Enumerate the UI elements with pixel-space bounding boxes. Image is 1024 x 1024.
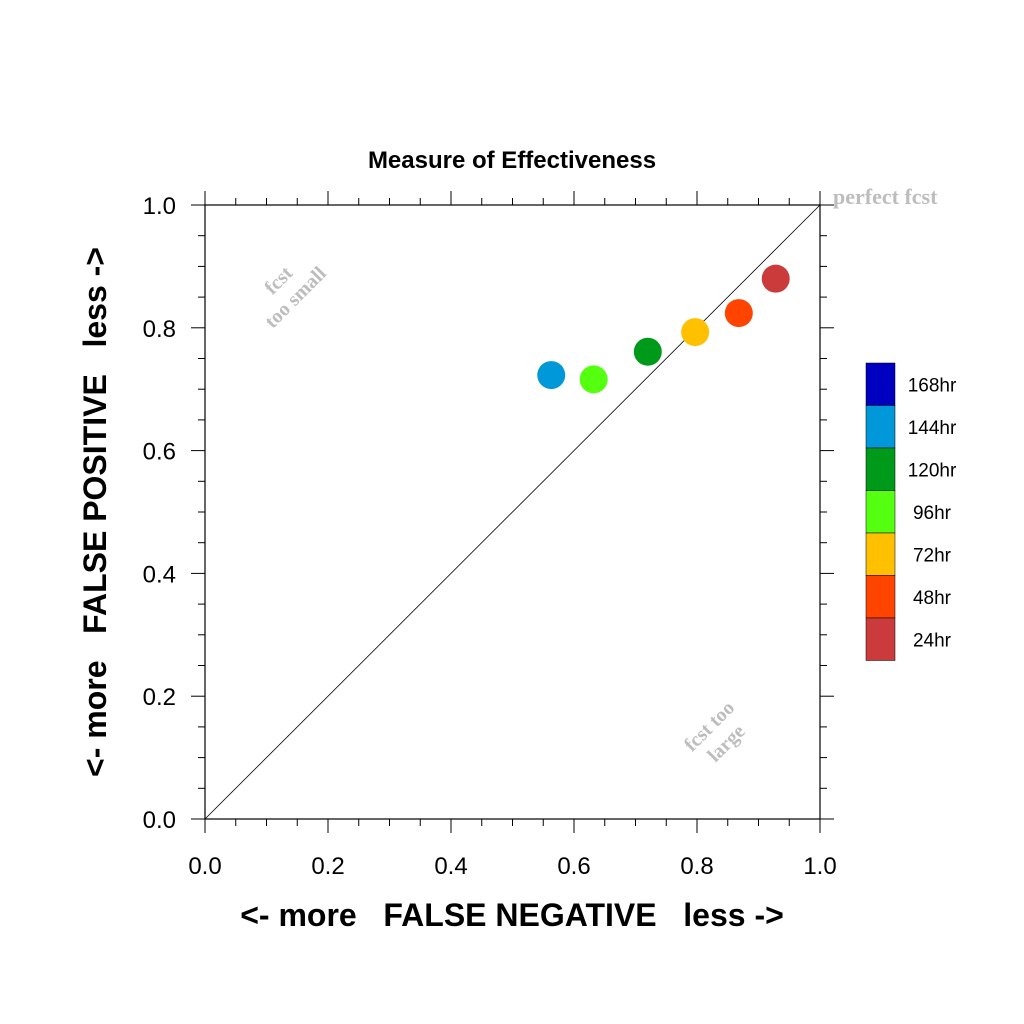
x-axis-label: <- more FALSE NEGATIVE less -> <box>240 897 784 933</box>
data-points <box>537 264 790 394</box>
legend-label-120hr: 120hr <box>908 460 957 481</box>
plot-frame <box>204 204 821 820</box>
y-tick-label: 1.0 <box>143 193 176 220</box>
point-72hr <box>681 318 710 347</box>
legend-label-72hr: 72hr <box>913 545 952 566</box>
x-tick-label: 0.8 <box>680 853 713 880</box>
legend-label-96hr: 96hr <box>913 503 952 524</box>
legend-swatch-24hr <box>865 617 896 661</box>
legend-swatch-144hr <box>865 405 896 449</box>
x-tick-label: 1.0 <box>803 853 836 880</box>
x-tick-label: 0.0 <box>188 853 221 880</box>
point-120hr <box>633 337 662 366</box>
point-144hr <box>537 361 566 390</box>
legend-swatch-48hr <box>865 575 896 619</box>
legend-swatch-96hr <box>865 490 896 534</box>
legend-swatch-168hr <box>865 362 896 406</box>
y-tick-labels: 0.0 0.2 0.4 0.6 0.8 1.0 <box>143 193 176 834</box>
legend-label-48hr: 48hr <box>913 588 952 609</box>
perfect-forecast-label: perfect fcst <box>833 184 938 209</box>
point-24hr <box>761 264 790 293</box>
y-tick-label: 0.4 <box>143 561 176 588</box>
legend: 168hr 144hr 120hr 96hr 72hr 48hr 24hr <box>865 362 957 661</box>
x-tick-label: 0.4 <box>434 853 467 880</box>
x-tick-labels: 0.0 0.2 0.4 0.6 0.8 1.0 <box>188 853 836 880</box>
perfect-forecast-line <box>204 204 821 820</box>
axis-ticks <box>191 191 834 833</box>
legend-label-24hr: 24hr <box>913 630 952 651</box>
chart-title: Measure of Effectiveness <box>368 147 656 174</box>
point-48hr <box>724 299 753 328</box>
point-96hr <box>579 365 608 394</box>
y-axis-label: <- more FALSE POSITIVE less -> <box>77 247 113 777</box>
legend-swatch-72hr <box>865 532 896 576</box>
x-tick-label: 0.6 <box>557 853 590 880</box>
y-tick-label: 0.0 <box>143 807 176 834</box>
x-tick-label: 0.2 <box>311 853 344 880</box>
legend-label-168hr: 168hr <box>908 375 957 396</box>
y-tick-label: 0.6 <box>143 439 176 466</box>
y-tick-label: 0.2 <box>143 684 176 711</box>
legend-label-144hr: 144hr <box>908 418 957 439</box>
legend-swatch-120hr <box>865 447 896 491</box>
y-tick-label: 0.8 <box>143 316 176 343</box>
